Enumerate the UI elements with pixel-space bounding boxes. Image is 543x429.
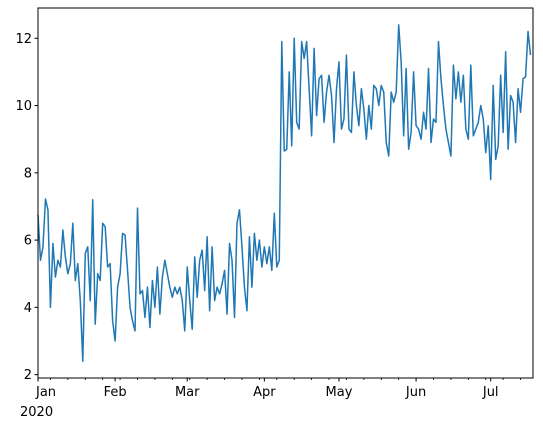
y-tick-label: 10 [15,99,32,114]
x-tick-label: Jul [482,385,499,400]
y-tick-label: 12 [15,32,32,47]
y-tick-label: 2 [24,368,32,383]
x-tick-year-label: 2020 [20,405,53,420]
x-tick-label: Feb [104,385,127,400]
plot-area [37,24,532,362]
y-tick-label: 6 [24,234,32,249]
x-axis: Jan 2020 Feb Mar Apr May Jun Jul [20,378,521,420]
x-tick-label: Jun [405,385,426,400]
y-tick-label: 4 [24,301,32,316]
series-line-0 [37,24,532,362]
y-axis: 2 4 6 8 10 12 [15,32,38,383]
x-tick-label: Apr [253,385,276,400]
x-tick-label: Mar [175,385,200,400]
x-tick-label: Jan [35,385,56,400]
y-tick-label: 8 [24,166,32,181]
axes-frame [37,7,534,379]
x-tick-label: May [326,385,353,400]
